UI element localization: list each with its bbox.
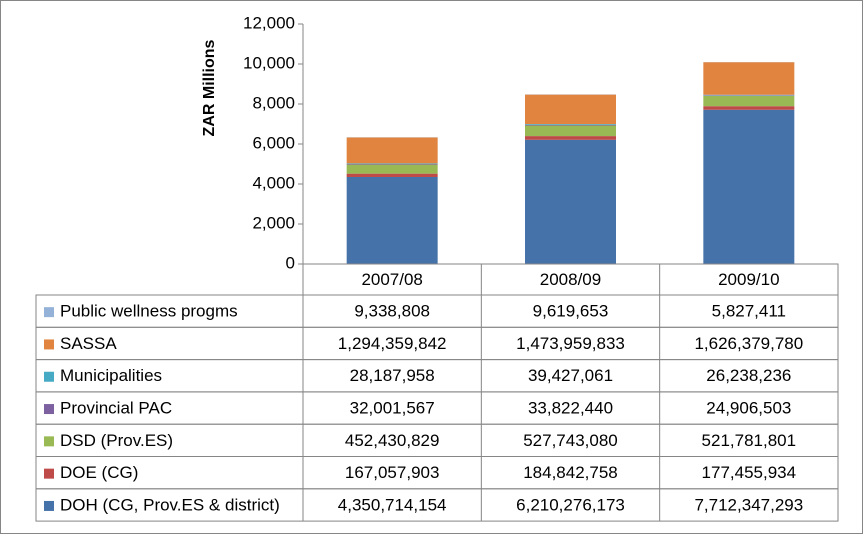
bar-segment — [525, 124, 616, 125]
bar-segment — [703, 94, 795, 96]
table-value: 9,338,808 — [354, 302, 430, 321]
legend-label: Public wellness progms — [60, 302, 238, 321]
bar-segment — [525, 94, 616, 125]
table-value: 9,619,653 — [533, 302, 609, 321]
table-value: 6,210,276,173 — [516, 495, 625, 514]
bar-segment — [346, 163, 438, 165]
bar-segment — [346, 163, 438, 164]
table-value: 184,842,758 — [523, 463, 618, 482]
y-tick-label: 12,000 — [243, 13, 295, 32]
x-tick-label: 2009/10 — [718, 270, 779, 289]
legend-label: DOE (CG) — [60, 463, 138, 482]
bar-segment — [525, 125, 616, 137]
bar-segment — [703, 109, 795, 264]
legend-swatch — [44, 339, 54, 350]
y-tick-label: 4,000 — [252, 173, 295, 192]
table-value: 1,294,359,842 — [338, 334, 447, 353]
bar-segment — [703, 95, 795, 107]
bar-segment — [703, 106, 795, 110]
table-value: 167,057,903 — [345, 463, 440, 482]
table-value: 1,626,379,780 — [694, 334, 803, 353]
bar-segment — [525, 136, 616, 140]
legend-swatch — [44, 436, 54, 447]
legend-label: DSD (Prov.ES) — [60, 431, 173, 450]
legend-swatch — [44, 468, 54, 479]
bar-segment — [703, 62, 795, 95]
y-tick-label: 2,000 — [252, 213, 295, 232]
legend-swatch — [44, 404, 54, 415]
legend-label: DOH (CG, Prov.ES & district) — [60, 495, 280, 514]
bar-segment — [346, 176, 438, 264]
legend-label: SASSA — [60, 334, 117, 353]
table-value: 177,455,934 — [702, 463, 797, 482]
y-tick-label: 6,000 — [252, 133, 295, 152]
y-tick-label: 10,000 — [243, 53, 295, 72]
table-row — [35, 488, 839, 522]
table-value: 4,350,714,154 — [338, 495, 447, 514]
table-value: 7,712,347,293 — [694, 495, 803, 514]
table-value: 33,822,440 — [528, 399, 613, 418]
bar-segment — [525, 139, 616, 264]
table-value: 24,906,503 — [706, 399, 791, 418]
bar-segment — [346, 137, 438, 164]
legend-label: Provincial PAC — [60, 399, 172, 418]
table-value: 28,187,958 — [350, 366, 435, 385]
table-value: 39,427,061 — [528, 366, 613, 385]
table-value: 32,001,567 — [350, 399, 435, 418]
table-value: 26,238,236 — [706, 366, 791, 385]
legend-label: Municipalities — [60, 366, 162, 385]
table-value: 521,781,801 — [702, 431, 797, 450]
table-value: 452,430,829 — [345, 431, 440, 450]
table-value: 5,827,411 — [712, 302, 786, 321]
bar-segment — [346, 164, 438, 174]
legend-swatch — [44, 307, 54, 318]
bar-segment — [346, 173, 438, 177]
table-value: 1,473,959,833 — [516, 334, 625, 353]
table-value: 527,743,080 — [523, 431, 618, 450]
legend-swatch — [44, 371, 54, 382]
y-axis-label: ZAR Millions — [201, 39, 218, 136]
y-tick-label: 8,000 — [252, 93, 295, 112]
x-tick-label: 2007/08 — [361, 270, 422, 289]
y-tick-label: 0 — [286, 253, 295, 272]
legend-swatch — [44, 500, 54, 511]
x-tick-label: 2008/09 — [540, 270, 601, 289]
bar-segment — [525, 124, 616, 126]
